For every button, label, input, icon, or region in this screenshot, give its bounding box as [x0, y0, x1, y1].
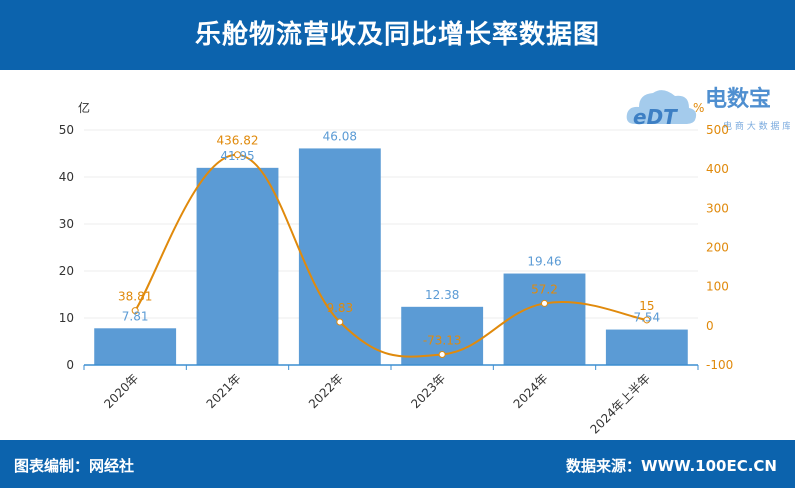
y-tick-label: 50 [59, 123, 74, 137]
bar [196, 167, 279, 365]
y-tick-label: 40 [59, 170, 74, 184]
x-tick-label: 2023年 [408, 371, 448, 411]
bar-value-label: 7.54 [633, 311, 660, 325]
logo-mark: eDT [633, 105, 678, 129]
bar [94, 328, 177, 365]
y-tick-label: 10 [59, 311, 74, 325]
line-value-label: 15 [639, 299, 654, 313]
logo-name: 电数宝 [705, 86, 771, 112]
line-point [234, 151, 241, 159]
line-point [541, 299, 548, 307]
footer-bar: 图表编制：网经社 数据来源：WWW.100EC.CN [0, 440, 795, 488]
bar-value-label: 7.81 [122, 309, 149, 323]
y-right-tick-label: 200 [706, 241, 729, 255]
line-value-label: 38.81 [118, 290, 152, 304]
line-value-label: -73.13 [423, 333, 462, 347]
cloud-icon [626, 90, 697, 124]
y-tick-label: 0 [66, 358, 74, 372]
footer-source: 数据来源：WWW.100EC.CN [566, 457, 777, 475]
line-value-label: 57.2 [531, 282, 558, 296]
y-right-tick-label: 0 [706, 319, 714, 333]
x-tick-label: 2024年上半年 [588, 371, 653, 436]
bar-value-label: 41.95 [220, 149, 254, 163]
line-point [336, 318, 344, 326]
bar [298, 148, 381, 365]
bar [503, 273, 586, 365]
line-point [438, 350, 446, 358]
x-tick-label: 2021年 [204, 371, 244, 411]
header-bar: 乐舱物流营收及同比增长率数据图 [0, 0, 795, 70]
line-point [131, 307, 139, 315]
y-right-tick-label: 300 [706, 201, 729, 215]
line-value-label: 9.83 [326, 301, 353, 315]
bar-value-label: 19.46 [527, 255, 561, 269]
line-point [643, 316, 651, 324]
y-right-tick-label: -100 [706, 358, 733, 372]
logo-tagline: 电 商 大 数 据 库 [723, 120, 790, 132]
y-tick-label: 30 [59, 217, 74, 231]
footer-credit: 图表编制：网经社 [14, 457, 135, 475]
y-right-axis-title: % [693, 101, 704, 115]
edt-logo: eDT 电数宝 电 商 大 数 据 库 [626, 86, 790, 132]
x-tick-label: 2024年 [511, 371, 551, 411]
line-value-label: 436.82 [217, 134, 259, 148]
y-axis-title: 亿 [78, 100, 90, 115]
y-right-tick-label: 400 [706, 162, 729, 176]
y-right-tick-label: 100 [706, 280, 729, 294]
y-right-tick-label: 500 [706, 123, 729, 137]
y-tick-label: 20 [59, 264, 74, 278]
x-tick-label: 2020年 [101, 371, 141, 411]
x-tick-label: 2022年 [306, 371, 346, 411]
bar-value-label: 12.38 [425, 288, 459, 302]
bar [605, 329, 688, 365]
bar-value-label: 46.08 [323, 129, 357, 143]
page-title: 乐舱物流营收及同比增长率数据图 [194, 20, 600, 50]
